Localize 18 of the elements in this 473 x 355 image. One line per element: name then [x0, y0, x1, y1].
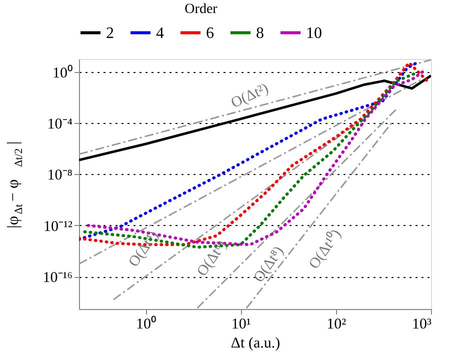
- x-tick-label: 10³: [412, 316, 432, 332]
- legend-label: 6: [206, 24, 214, 42]
- legend-label: 4: [156, 24, 164, 42]
- annotation: O(Δt²): [228, 80, 272, 112]
- y-axis-title: |φΔt − φΔt/2|: [5, 141, 25, 228]
- legend-title: Order: [184, 2, 218, 17]
- y-tick-label: 10⁻⁴: [47, 116, 72, 133]
- x-tick-label: 10²: [326, 316, 347, 332]
- y-tick-label: 10⁻¹²: [44, 218, 73, 235]
- legend-label: 8: [256, 24, 264, 42]
- x-tick-label: 10¹: [231, 316, 251, 332]
- y-tick-label: 10⁰: [52, 64, 72, 82]
- legend-label: 2: [106, 24, 114, 42]
- legend-label: 10: [306, 24, 322, 42]
- x-axis-title: Δt (a.u.): [230, 336, 280, 352]
- y-tick-label: 10⁻¹⁶: [42, 270, 72, 286]
- y-tick-label: 10⁻⁸: [47, 168, 72, 184]
- x-tick-label: 10⁰: [136, 316, 156, 332]
